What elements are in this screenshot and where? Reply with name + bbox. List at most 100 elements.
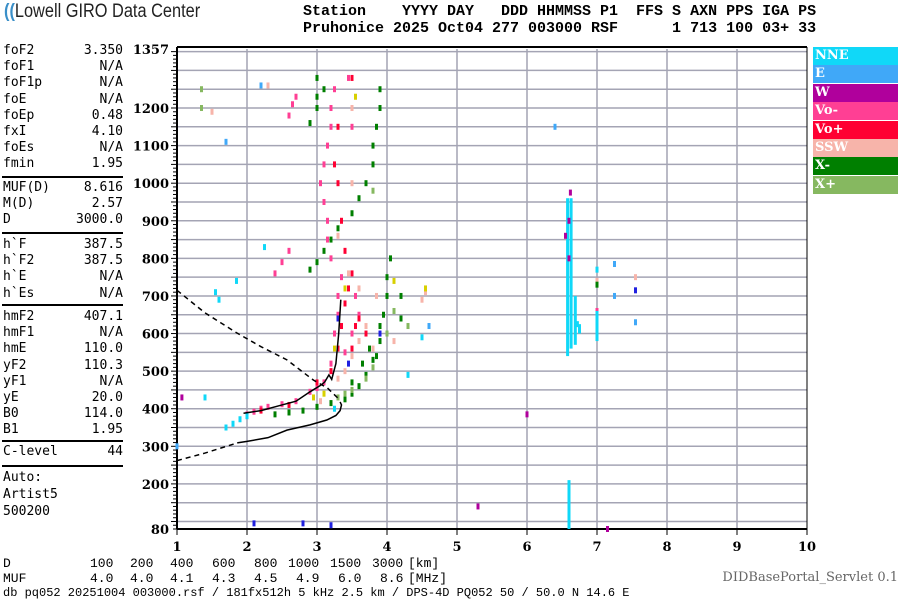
echo-point-xminus (389, 255, 392, 262)
x-tick-label: 3 (312, 540, 321, 555)
echo-point-ssw (336, 232, 340, 239)
param-value: N/A (99, 269, 123, 285)
echo-point-voplus (329, 368, 333, 375)
d-value: 800 (254, 556, 278, 571)
echo-point-xminus (378, 338, 382, 345)
echo-point-unlabeled (329, 522, 333, 529)
echo-point-xplus (200, 86, 203, 93)
d-label: D (3, 556, 11, 571)
echo-point-unlabeled (336, 315, 340, 322)
echo-point-vominus (322, 161, 326, 168)
echo-point-nne (235, 277, 238, 284)
echo-point-xplus (371, 364, 375, 371)
y-tick-label: 1357 (133, 43, 169, 58)
divider (2, 176, 123, 178)
echo-point-vominus (333, 86, 336, 93)
echo-point-xminus (375, 353, 378, 360)
x-tick-label: 7 (592, 540, 601, 555)
echo-point-xminus (315, 403, 319, 410)
legend-item-ssw: SSW (813, 139, 898, 157)
echo-point-xminus (315, 93, 319, 100)
muf-value: 8.6 (380, 571, 404, 586)
y-tick-label: 1200 (133, 102, 169, 117)
autoscale-text: 500200 (3, 504, 50, 519)
legend-item-xminus: X- (813, 157, 898, 176)
param-label: hmE (3, 341, 27, 357)
param-label: h`F2 (3, 253, 35, 269)
echo-point-xplus (371, 187, 375, 194)
echo-point-voplus (287, 401, 291, 408)
echo-point-nne (214, 289, 217, 296)
echo-point-vominus (326, 236, 329, 243)
echo-point-nne (420, 334, 424, 341)
echo-point-vominus (329, 255, 333, 262)
param-value: 407.1 (83, 309, 123, 324)
param-value: 387.5 (83, 253, 123, 269)
echo-point-xminus (385, 274, 389, 281)
header-line-1: Station YYYY DAY DDD HHMMSS P1 FFS S AXN… (303, 3, 817, 20)
param-label: D (3, 212, 11, 228)
echo-point-w (567, 217, 571, 224)
echo-point-xplus (364, 375, 368, 382)
echo-point-voplus (354, 323, 357, 330)
echo-point-e (613, 261, 616, 268)
echo-point-w (476, 503, 480, 510)
divider (2, 440, 123, 442)
profile-line-solid (243, 299, 342, 414)
echo-point-xminus (385, 292, 389, 299)
echo-point-voplus (333, 161, 336, 168)
echo-point-ssw (347, 270, 350, 277)
legend-item-nne: NNE (813, 47, 898, 65)
muf-value: 4.5 (254, 571, 278, 586)
y-tick-label: 800 (142, 252, 169, 267)
echo-point-xminus (301, 407, 305, 414)
param-value: N/A (99, 59, 123, 75)
echo-point-unlabeled (301, 520, 305, 527)
y-tick-label: 300 (142, 440, 169, 455)
echo-point-vominus (322, 198, 326, 205)
echo-point-vominus (291, 101, 294, 108)
echo-point-nne (203, 394, 207, 401)
echo-point-voplus (343, 300, 347, 307)
echo-point-unlabeled (634, 287, 637, 294)
echo-point-unlabeled (343, 285, 347, 292)
echo-point-xminus (350, 390, 354, 397)
param-value: 0.48 (91, 107, 123, 123)
param-label: hmF2 (3, 309, 35, 324)
echo-point-vominus (326, 217, 329, 224)
legend-item-w: W (813, 83, 898, 102)
param-value: N/A (99, 373, 123, 389)
echo-point-xminus (595, 281, 599, 288)
divider (2, 465, 123, 467)
echo-point-ssw (210, 108, 214, 115)
echo-point-xminus (273, 411, 277, 418)
echo-point-nne (231, 420, 235, 427)
param-label: fmin (3, 156, 35, 172)
echo-point-voplus (340, 217, 343, 224)
param-value: 110.3 (83, 357, 123, 373)
echo-point-xminus (350, 210, 354, 217)
y-tick-label: 200 (142, 478, 169, 493)
echo-point-unlabeled (347, 360, 350, 367)
echo-point-ssw (350, 353, 354, 360)
wifi-logo-icon: (( (4, 1, 15, 22)
muf-value: 4.9 (296, 571, 320, 586)
echo-point-ssw (350, 180, 354, 187)
echo-point-ssw (266, 82, 270, 89)
x-tick-label: 8 (662, 540, 671, 555)
echo-point-xminus (329, 236, 333, 243)
param-value: 110.0 (83, 341, 123, 357)
echo-point-nne (575, 321, 579, 328)
param-label: h`E (3, 269, 27, 285)
param-value: 3000.0 (76, 212, 123, 228)
echo-point-voplus (336, 180, 340, 187)
param-label: yF1 (3, 373, 27, 389)
echo-segment-nne (566, 198, 570, 357)
echo-point-vominus (294, 93, 298, 100)
echo-point-xminus (315, 259, 319, 266)
echo-point-xminus (357, 195, 361, 202)
echo-point-xminus (350, 379, 354, 386)
echo-point-xminus (378, 105, 382, 112)
muf-value: 4.3 (212, 571, 236, 586)
muf-value: 6.0 (338, 571, 362, 586)
